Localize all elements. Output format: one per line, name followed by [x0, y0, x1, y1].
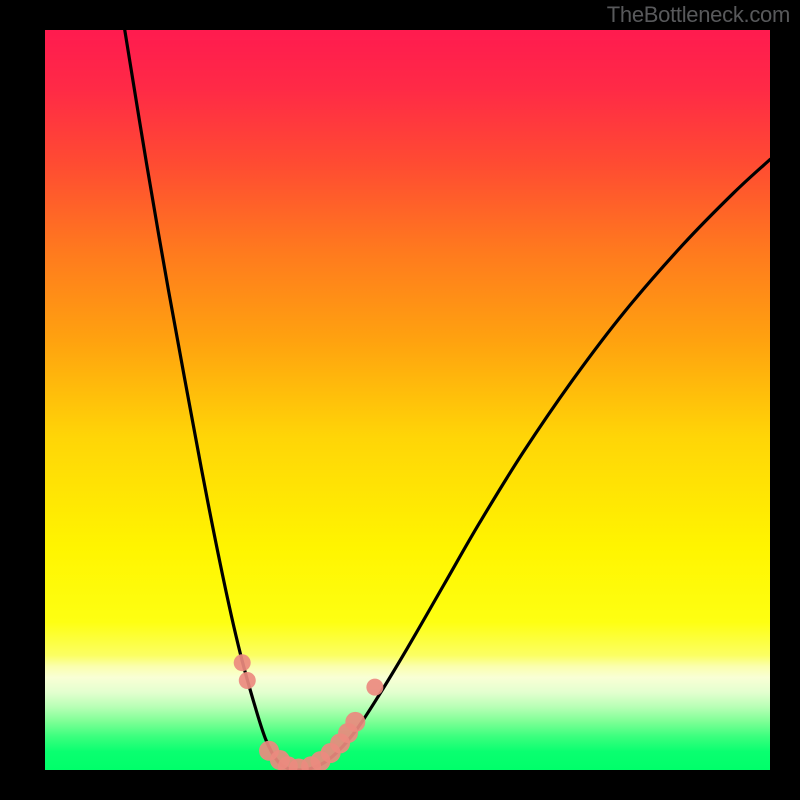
chart-container — [45, 30, 770, 770]
data-marker — [239, 672, 256, 689]
data-marker — [234, 654, 251, 671]
watermark-text: TheBottleneck.com — [607, 2, 790, 28]
data-marker — [366, 679, 383, 696]
bottleneck-chart — [45, 30, 770, 770]
data-marker — [345, 712, 365, 732]
